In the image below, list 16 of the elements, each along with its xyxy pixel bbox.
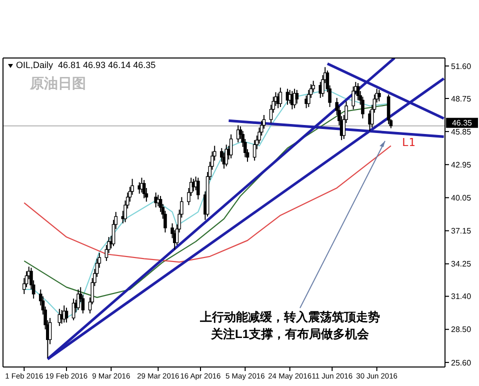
y-tick-label: 28.50 xyxy=(451,325,472,334)
annotation: 关注L1支撑，有布局做多机会 xyxy=(210,326,370,343)
y-tick-label: 51.60 xyxy=(451,62,472,71)
y-tick-label: 34.25 xyxy=(451,260,472,269)
ref-line-label: 46.35 xyxy=(452,118,473,128)
y-tick-label: 48.75 xyxy=(451,94,472,104)
y-tick-label: 31.40 xyxy=(451,292,472,302)
y-tick-label: 40.05 xyxy=(451,194,472,203)
annotation: L1 xyxy=(402,136,416,149)
text: 原油日图 xyxy=(30,75,86,93)
chart-title: OIL,Daily 46.81 46.93 46.14 46.35 xyxy=(16,60,156,70)
y-tick-label: 42.95 xyxy=(451,160,472,170)
annotation: 上行动能减缓，转入震荡筑顶走势 xyxy=(199,309,381,326)
y-tick-label: 45.85 xyxy=(451,127,472,136)
y-tick-label: 37.15 xyxy=(451,226,472,236)
y-tick-label: 25.60 xyxy=(451,358,472,368)
